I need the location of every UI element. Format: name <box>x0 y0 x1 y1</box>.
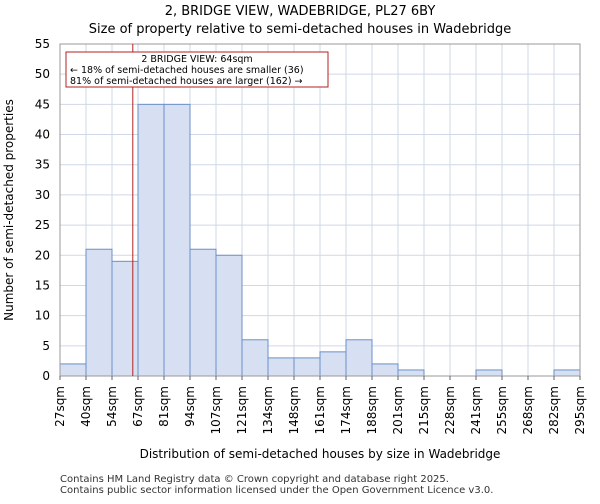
histogram-bar <box>475 369 503 377</box>
chart-title-line1: 2, BRIDGE VIEW, WADEBRIDGE, PL27 6BY <box>164 4 436 19</box>
x-tick-label: 295sqm <box>573 386 587 434</box>
chart-title-line2: Size of property relative to semi-detach… <box>88 22 512 37</box>
x-tick-label: 121sqm <box>235 386 249 434</box>
histogram-bar <box>189 248 217 377</box>
y-tick-label: 25 <box>35 218 50 232</box>
x-tick-label: 228sqm <box>443 386 457 434</box>
y-tick-label: 20 <box>35 248 50 262</box>
x-tick-label: 282sqm <box>547 386 561 434</box>
x-tick-label: 255sqm <box>495 386 509 434</box>
x-tick-label: 27sqm <box>53 386 67 427</box>
x-tick-label: 241sqm <box>469 386 483 434</box>
histogram-bar <box>163 103 191 377</box>
x-tick-label: 54sqm <box>105 386 119 427</box>
histogram-bar <box>241 339 269 377</box>
x-tick-label: 67sqm <box>131 386 145 427</box>
x-tick-label: 81sqm <box>157 386 171 427</box>
histogram-bar <box>111 260 139 377</box>
y-tick-label: 35 <box>35 158 50 172</box>
y-tick-label: 5 <box>42 339 50 353</box>
histogram-bar <box>215 254 243 377</box>
histogram-bar <box>267 357 295 377</box>
histogram-bar <box>59 363 87 377</box>
x-tick-label: 94sqm <box>183 386 197 427</box>
footer-line2: Contains public sector information licen… <box>60 485 494 496</box>
histogram-bar <box>137 103 165 377</box>
histogram-bar <box>85 248 113 377</box>
y-tick-label: 30 <box>35 188 50 202</box>
y-tick-label: 10 <box>35 309 50 323</box>
histogram-bar <box>345 339 373 377</box>
histogram-bar <box>397 369 425 377</box>
y-tick-label: 0 <box>42 369 50 383</box>
annotation-box <box>65 51 329 88</box>
x-tick-label: 201sqm <box>391 386 405 434</box>
annotation-title: 2 BRIDGE VIEW: 64sqm <box>141 54 252 65</box>
x-axis-label: Distribution of semi-detached houses by … <box>140 447 501 461</box>
histogram-bar <box>319 351 347 377</box>
y-tick-label: 50 <box>35 67 50 81</box>
y-tick-label: 40 <box>35 128 50 142</box>
x-tick-label: 215sqm <box>417 386 431 434</box>
histogram-bar <box>553 369 581 377</box>
histogram-bar <box>371 363 399 377</box>
x-tick-label: 188sqm <box>365 386 379 434</box>
x-tick-label: 134sqm <box>261 386 275 434</box>
x-tick-label: 174sqm <box>339 386 353 434</box>
footer-line1: Contains HM Land Registry data © Crown c… <box>60 474 449 485</box>
annotation-smaller: ← 18% of semi-detached houses are smalle… <box>70 65 304 76</box>
annotation-larger: 81% of semi-detached houses are larger (… <box>70 76 303 87</box>
y-axis-label: Number of semi-detached properties <box>2 99 16 321</box>
x-tick-label: 107sqm <box>209 386 223 434</box>
y-tick-label: 55 <box>35 37 50 51</box>
x-tick-label: 268sqm <box>521 386 535 434</box>
histogram-bar <box>293 357 321 377</box>
x-tick-label: 40sqm <box>79 386 93 427</box>
y-tick-label: 45 <box>35 97 50 111</box>
x-tick-label: 161sqm <box>313 386 327 434</box>
x-tick-label: 148sqm <box>287 386 301 434</box>
y-tick-label: 15 <box>35 278 50 292</box>
